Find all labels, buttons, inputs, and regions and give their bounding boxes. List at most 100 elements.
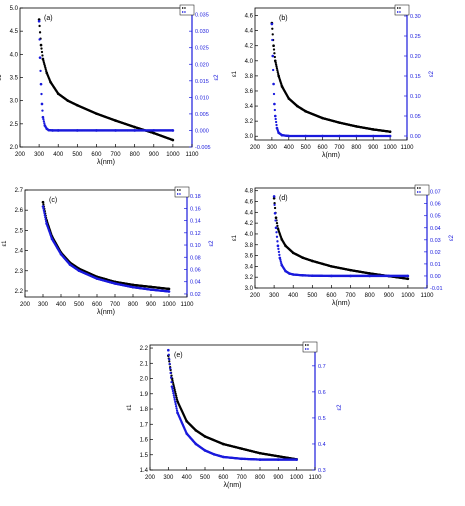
data-point <box>41 57 45 61</box>
x-tick-label: 500 <box>307 293 318 299</box>
x-tick-label: 800 <box>365 293 376 299</box>
data-point-dense <box>174 390 177 394</box>
x-tick-label: 300 <box>269 293 280 299</box>
y-right-tick-label: 0.00 <box>430 274 441 280</box>
y-right-axis-label: ε2 <box>429 70 435 77</box>
data-point <box>355 134 358 138</box>
y-right-axis-label: ε2 <box>337 404 343 411</box>
y-right-tick-label: 0.015 <box>195 79 209 85</box>
y-left-tick-label: 4.4 <box>245 210 254 216</box>
data-point <box>41 200 45 204</box>
y-right-tick-label: 0.025 <box>195 46 209 52</box>
legend <box>302 341 318 353</box>
x-tick-label: 1100 <box>186 152 200 158</box>
data-point-dense <box>272 68 275 72</box>
data-point-dense <box>172 394 175 397</box>
data-point <box>240 457 243 461</box>
data-point <box>76 104 79 107</box>
data-point <box>194 442 198 446</box>
y-left-tick-label: 2.5 <box>15 228 24 234</box>
x-tick-label: 700 <box>346 293 357 299</box>
y-left-tick-label: 4.2 <box>245 44 254 50</box>
x-tick-label: 1100 <box>421 293 435 299</box>
legend-box <box>179 4 195 16</box>
data-point <box>203 449 207 452</box>
data-point-dense <box>279 260 282 263</box>
x-tick-label: 1000 <box>162 302 176 308</box>
data-point <box>45 127 49 131</box>
data-point <box>311 274 314 278</box>
x-tick-label: 200 <box>145 475 156 481</box>
x-tick-label: 500 <box>72 152 83 158</box>
y-right-tick-label: -0.01 <box>430 286 443 292</box>
series-epsilon1 <box>37 18 175 142</box>
data-point-dense <box>174 400 177 404</box>
y-left-tick-label: 2.6 <box>15 208 24 214</box>
y-right-tick-label: 0.20 <box>410 54 421 60</box>
x-tick-label: 1100 <box>401 145 415 151</box>
x-axis-label: λ(nm) <box>332 300 350 307</box>
legend <box>174 186 190 198</box>
series-epsilon1 <box>270 21 392 134</box>
y-left-tick-label: 3.4 <box>245 104 254 110</box>
data-point-dense <box>272 92 276 96</box>
data-point <box>278 256 282 260</box>
x-tick-label: 700 <box>110 302 121 308</box>
data-point <box>95 112 98 115</box>
data-point-dense <box>42 61 46 64</box>
y-right-tick-label: 0.04 <box>430 226 441 232</box>
data-point <box>287 97 291 100</box>
data-point <box>280 85 284 88</box>
data-point <box>321 134 324 138</box>
x-tick-label: 400 <box>182 475 193 481</box>
data-point-dense <box>42 209 46 212</box>
y-left-tick-label: 4.0 <box>245 232 254 238</box>
legend-box <box>302 341 318 353</box>
x-tick-label: 700 <box>334 145 345 151</box>
data-point <box>133 129 136 132</box>
data-point <box>114 119 117 122</box>
x-tick-label: 900 <box>146 302 157 308</box>
x-tick-label: 300 <box>34 152 45 158</box>
data-point-dense <box>172 392 175 395</box>
data-point <box>39 82 43 86</box>
y-right-tick-label: 0.05 <box>430 214 441 220</box>
series-epsilon2 <box>167 348 298 461</box>
data-point-dense <box>169 371 172 375</box>
y-left-tick-label: 1.6 <box>140 438 149 444</box>
data-point <box>272 44 275 48</box>
data-point <box>149 288 153 291</box>
y-right-tick-label: 0.005 <box>195 112 209 118</box>
data-point <box>273 102 276 106</box>
data-point-dense <box>276 69 279 72</box>
y-left-tick-label: 4.2 <box>245 221 254 227</box>
y-right-tick-label: 0.15 <box>410 74 421 80</box>
data-point-dense <box>169 367 172 370</box>
x-tick-label: 600 <box>92 302 103 308</box>
x-tick-label: 600 <box>318 145 329 151</box>
x-tick-label: 800 <box>351 145 362 151</box>
data-point <box>368 274 371 278</box>
data-point-dense <box>274 63 278 66</box>
y-left-axis-label: ε1 <box>2 240 8 247</box>
y-left-tick-label: 4.6 <box>245 14 254 20</box>
data-point-dense <box>42 207 45 210</box>
y-right-tick-label: 0.06 <box>190 267 201 273</box>
data-point-dense <box>44 218 47 221</box>
x-tick-label: 900 <box>368 145 379 151</box>
legend <box>414 184 430 196</box>
y-left-tick-label: 1.5 <box>140 453 149 459</box>
data-point-dense <box>173 388 176 392</box>
data-point <box>152 129 156 132</box>
x-axis-label: λ(nm) <box>224 482 242 489</box>
data-point <box>258 451 262 455</box>
chart-panel-e: 200 300 400 500 600 700 800 900 1000 1100 1.4 1.5 1.… <box>127 341 343 489</box>
data-point-dense <box>167 353 170 356</box>
data-point <box>280 133 284 137</box>
x-tick-label: 300 <box>267 145 278 151</box>
data-point <box>270 22 274 26</box>
x-tick-label: 800 <box>130 152 141 158</box>
data-point <box>95 129 98 132</box>
data-point <box>272 82 275 86</box>
x-tick-label: 200 <box>250 293 261 299</box>
